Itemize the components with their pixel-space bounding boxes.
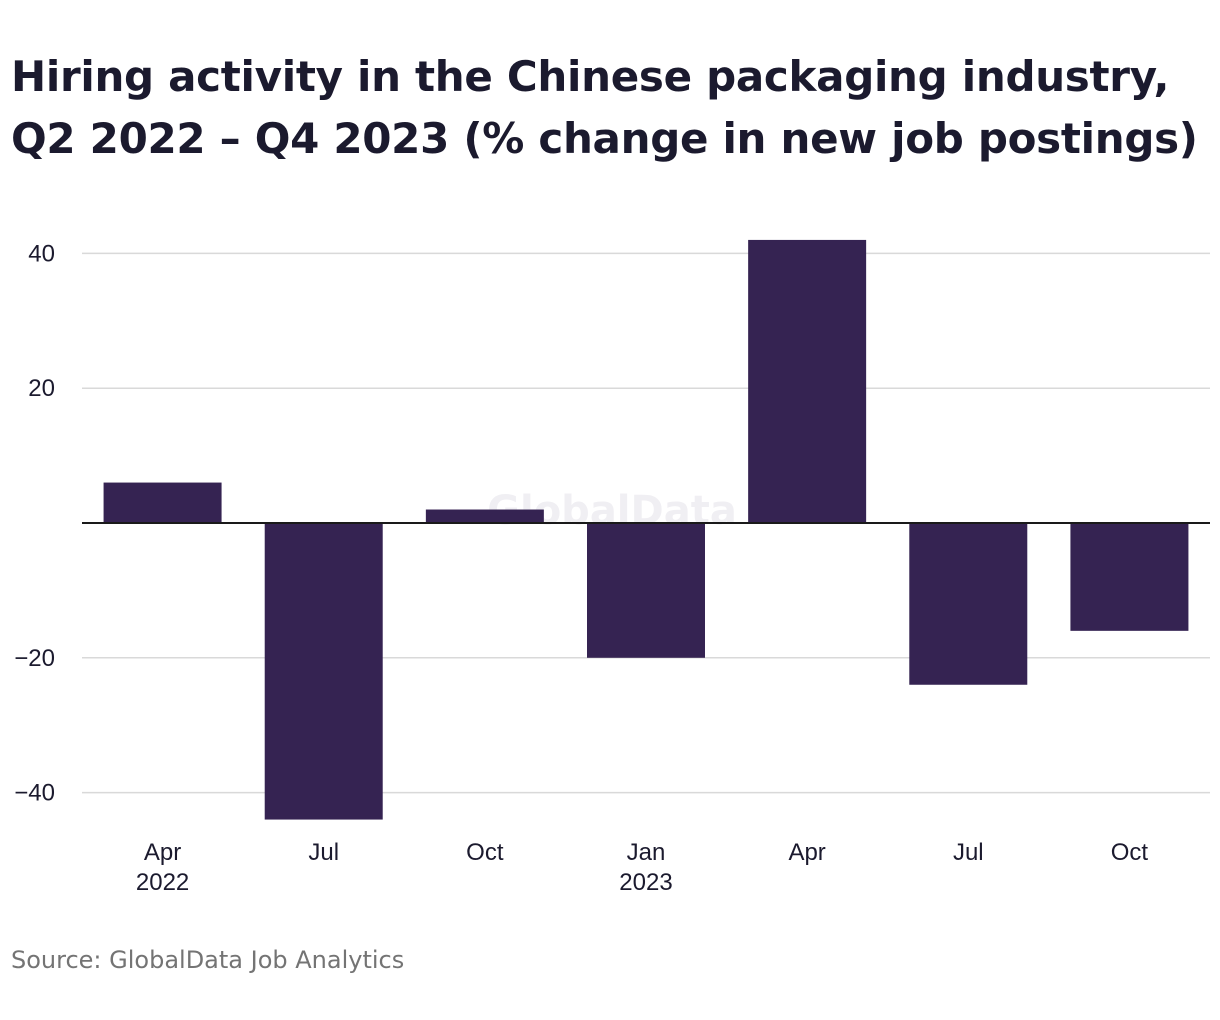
bar [425,509,544,523]
y-tick-label: 40 [28,240,55,267]
y-tick-label: 20 [28,375,55,402]
x-tick-label: 2022 [136,869,189,896]
chart-title: Hiring activity in the Chinese packaging… [11,46,1211,170]
x-tick-label: Apr [144,839,181,866]
bar [587,523,705,658]
bar [909,523,1028,685]
bar [748,239,867,524]
bars [103,239,1189,820]
bar [1070,523,1189,631]
x-tick-label: 2023 [619,869,672,896]
y-axis-ticks: 40 20 −20 −40 [14,240,55,806]
bar [103,482,222,523]
y-tick-label: −40 [14,780,55,807]
x-tick-label: Apr [788,839,825,866]
chart-title-line-2: Q2 2022 – Q4 2023 (% change in new job p… [11,114,1198,163]
source-note: Source: GlobalData Job Analytics [11,946,405,974]
x-tick-label: Oct [466,839,504,866]
x-tick-label: Oct [1111,839,1149,866]
chart-title-line-1: Hiring activity in the Chinese packaging… [11,52,1170,101]
x-axis-ticks: Apr 2022 Jul Oct Jan 2023 Apr Jul Oct [136,839,1149,896]
x-tick-label: Jan [627,839,666,866]
y-tick-label: −20 [14,645,55,672]
x-tick-label: Jul [953,839,984,866]
x-tick-label: Jul [308,839,339,866]
bar [264,523,383,820]
